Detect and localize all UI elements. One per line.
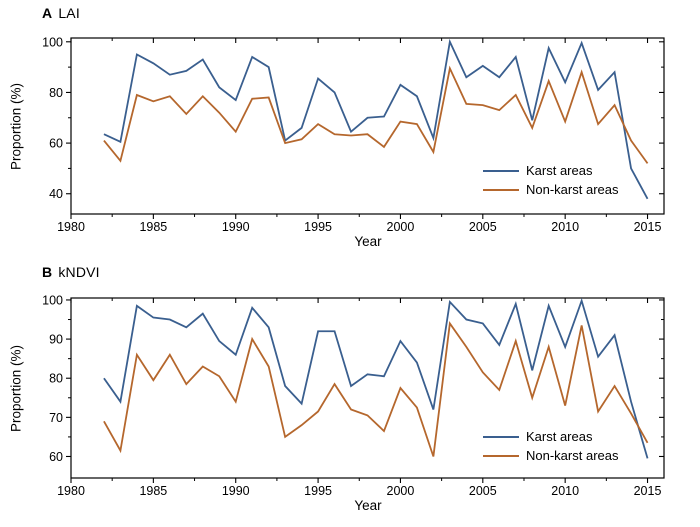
legend-item-karst: Karst areas [483,427,618,446]
series-line-karst [103,297,649,459]
legend-item-nonkarst: Non-karst areas [483,180,618,199]
nonkarst-line-sample [483,188,519,191]
x-tick-label: 1990 [222,220,250,234]
y-tick-label: 60 [49,137,63,151]
axes-frame [70,37,665,215]
panel-b-x-axis-label: Year [354,498,382,513]
x-tick-label: 2010 [551,220,579,234]
panel-b-letter: B [42,264,53,280]
legend-item-karst: Karst areas [483,161,618,180]
panel-b-legend: Karst areas Non-karst areas [483,427,618,465]
panel-a-legend: Karst areas Non-karst areas [483,161,618,199]
x-tick-label: 1980 [57,220,85,234]
y-tick-label: 90 [49,333,63,347]
x-tick-label: 2010 [551,484,579,498]
panel-a-y-axis-label: Proportion (%) [8,82,24,171]
x-tick-label: 2015 [634,484,662,498]
panel-a-title: A LAI [42,5,80,21]
y-tick-label: 80 [49,372,63,386]
y-tick-label: 40 [49,187,63,201]
legend-label-nonkarst: Non-karst areas [526,448,619,463]
x-tick-label: 1995 [304,220,332,234]
series-line-karst [103,38,649,200]
x-tick-label: 1990 [222,484,250,498]
karst-line-sample [483,435,519,438]
y-tick-label: 70 [49,411,63,425]
panel-b-name: kNDVI [58,264,100,280]
y-tick-label: 100 [42,293,63,307]
axes-frame [70,297,665,479]
x-tick-label: 2015 [634,220,662,234]
nonkarst-line-sample [483,454,519,457]
panel-a-letter: A [42,5,53,21]
x-tick-label: 1980 [57,484,85,498]
legend-label-karst: Karst areas [526,163,593,178]
panel-a-name: LAI [58,5,80,21]
x-tick-label: 1995 [304,484,332,498]
y-tick-label: 80 [49,86,63,100]
x-tick-label: 2005 [469,220,497,234]
x-tick-label: 1985 [139,220,167,234]
x-tick-label: 2000 [387,484,415,498]
karst-line-sample [483,169,519,172]
y-tick-label: 100 [42,35,63,49]
panel-b-plot: 1980 1985 1990 1995 2000 2005 2010 2015 60 70 80 90… [42,293,665,498]
x-tick-label: 2005 [469,484,497,498]
series-line-nonkarst [103,65,649,164]
legend-label-nonkarst: Non-karst areas [526,182,619,197]
x-tick-label: 2000 [387,220,415,234]
panel-a-plot: 1980 1985 1990 1995 2000 2005 2010 2015 40 60 80 10… [42,35,665,234]
series-line-nonkarst [103,320,649,457]
panel-b-y-axis-label: Proportion (%) [8,344,24,433]
legend-label-karst: Karst areas [526,429,593,444]
x-tick-label: 1985 [139,484,167,498]
panel-a-x-axis-label: Year [354,234,382,249]
y-tick-label: 60 [49,450,63,464]
legend-item-nonkarst: Non-karst areas [483,446,618,465]
